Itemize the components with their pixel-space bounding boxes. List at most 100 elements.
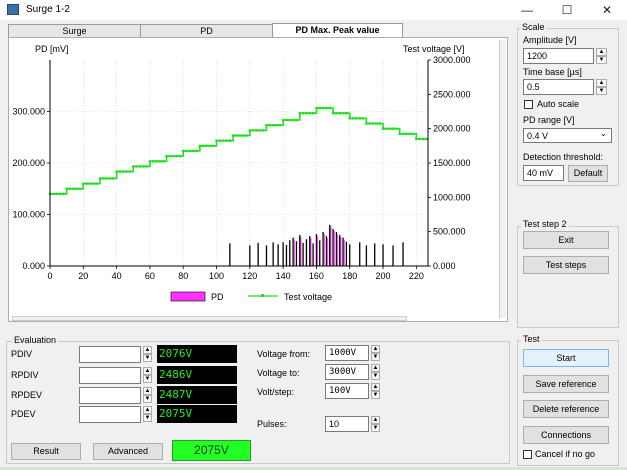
volt-step-up-icon[interactable]: ▲ <box>371 383 380 391</box>
test-voltage-point <box>198 144 202 148</box>
y-right-tick-label: 2500.000 <box>433 89 471 99</box>
pulses-input[interactable]: 10 <box>325 416 369 432</box>
autoscale-checkbox[interactable] <box>524 100 533 109</box>
pulses-down-icon[interactable]: ▼ <box>371 424 380 432</box>
rpdiv-up-icon[interactable]: ▲ <box>143 367 152 375</box>
pdev-up-icon[interactable]: ▲ <box>143 406 152 414</box>
voltage-to-down-icon[interactable]: ▼ <box>371 372 380 380</box>
pd-range-value: 0.4 V <box>527 131 549 141</box>
x-tick-label: 220 <box>409 271 424 281</box>
test-voltage-point <box>415 137 418 141</box>
voltage-from-down-icon[interactable]: ▼ <box>371 353 380 361</box>
timebase-input[interactable]: 0.5 <box>523 79 594 95</box>
amplitude-input[interactable]: 1200 <box>523 48 594 64</box>
test-voltage-point <box>168 154 172 158</box>
test-voltage-point <box>205 144 208 148</box>
save-reference-button[interactable]: Save reference <box>523 375 609 393</box>
test-steps-button[interactable]: Test steps <box>523 256 609 274</box>
rpdev-up-icon[interactable]: ▲ <box>143 387 152 395</box>
voltage-from-up-icon[interactable]: ▲ <box>371 345 380 353</box>
test-voltage-point <box>208 144 212 148</box>
test-voltage-point <box>172 154 175 158</box>
tab-pd[interactable]: PD <box>140 24 273 37</box>
test-voltage-point <box>381 127 385 130</box>
test-voltage-point <box>82 182 85 185</box>
tab-pd-max-peak[interactable]: PD Max. Peak value <box>272 23 403 38</box>
default-button[interactable]: Default <box>568 165 608 182</box>
chart-h-scrollbar[interactable] <box>12 316 407 321</box>
volt-step-input[interactable]: 100V <box>325 383 369 399</box>
x-tick-label: 180 <box>342 271 357 281</box>
pdiv-up-icon[interactable]: ▲ <box>143 346 152 354</box>
test-voltage-point <box>411 132 415 136</box>
result-button[interactable]: Result <box>11 443 81 460</box>
test-voltage-point <box>218 139 222 142</box>
test-voltage-point <box>138 165 142 168</box>
chart-v-scrollbar[interactable] <box>499 40 506 318</box>
test-voltage-point <box>155 160 158 163</box>
test-voltage-point <box>298 112 301 115</box>
minimize-icon[interactable]: — <box>521 3 533 17</box>
voltage-to-input[interactable]: 3000V <box>325 364 369 380</box>
maximize-icon[interactable]: ☐ <box>561 3 573 17</box>
voltage-to-up-icon[interactable]: ▲ <box>371 364 380 372</box>
pdiv-down-icon[interactable]: ▼ <box>143 354 152 362</box>
scale-title: Scale <box>520 22 547 32</box>
test-voltage-point <box>315 106 318 110</box>
result-display: 2075V <box>172 440 251 461</box>
test-voltage-point <box>241 134 245 137</box>
test-voltage-point <box>251 129 255 132</box>
test-voltage-point <box>358 117 361 120</box>
pdiv-label: PDIV <box>11 349 33 359</box>
legend-label-voltage: Test voltage <box>284 292 332 302</box>
test-voltage-point <box>268 124 272 127</box>
threshold-input[interactable]: 40 mV <box>523 165 564 181</box>
test-voltage-point <box>231 134 235 137</box>
volt-step-down-icon[interactable]: ▼ <box>371 391 380 399</box>
timebase-up-icon[interactable]: ▲ <box>596 79 607 87</box>
voltage-to-label: Voltage to: <box>257 368 300 378</box>
y-right-tick-label: 1500.000 <box>433 158 471 168</box>
amplitude-down-icon[interactable]: ▼ <box>596 56 607 64</box>
rpdev-input[interactable] <box>79 387 141 404</box>
evaluation-group <box>6 341 510 464</box>
test-voltage-point <box>221 139 225 142</box>
rpdev-down-icon[interactable]: ▼ <box>143 395 152 403</box>
y-right-tick-label: 0.000 <box>433 261 456 271</box>
advanced-button[interactable]: Advanced <box>93 443 163 460</box>
connections-button[interactable]: Connections <box>523 426 609 444</box>
pdev-input[interactable] <box>79 406 141 423</box>
exit-button[interactable]: Exit <box>523 231 609 249</box>
test-voltage-point <box>108 177 112 180</box>
pulses-up-icon[interactable]: ▲ <box>371 416 380 424</box>
test-voltage-point <box>245 134 248 137</box>
close-icon[interactable]: ✕ <box>601 3 613 17</box>
rpdiv-input[interactable] <box>79 367 141 384</box>
test-voltage-point <box>278 124 281 127</box>
test-voltage-point <box>421 137 425 141</box>
legend-marker-voltage <box>261 294 264 297</box>
pdev-down-icon[interactable]: ▼ <box>143 414 152 422</box>
test-voltage-point <box>318 106 321 110</box>
rpdiv-down-icon[interactable]: ▼ <box>143 375 152 383</box>
test-voltage-point <box>122 170 125 173</box>
test-voltage-point <box>88 182 92 185</box>
amplitude-up-icon[interactable]: ▲ <box>596 48 607 56</box>
voltage-from-input[interactable]: 1000V <box>325 345 369 361</box>
timebase-down-icon[interactable]: ▼ <box>596 87 607 95</box>
delete-reference-button[interactable]: Delete reference <box>523 400 609 418</box>
pdiv-input[interactable] <box>79 346 141 363</box>
chevron-down-icon[interactable]: ⌄ <box>600 129 607 138</box>
pd-range-select[interactable]: 0.4 V <box>523 128 612 143</box>
start-button[interactable]: Start <box>523 349 609 367</box>
window-title: Surge 1-2 <box>26 4 70 15</box>
cancel-if-no-go-checkbox[interactable] <box>523 450 532 459</box>
test-voltage-point <box>275 124 278 127</box>
pd-chart: 0 20 40 60 80 100 120 140 160 180 200 220 0.000 100.0… <box>12 44 471 302</box>
cancel-if-no-go-label: Cancel if no go <box>535 449 596 459</box>
timebase-label: Time base [µs] <box>523 67 582 77</box>
x-tick-label: 0 <box>47 271 52 281</box>
tab-surge[interactable]: Surge <box>8 24 141 37</box>
test-voltage-point <box>271 124 275 127</box>
evaluation-title: Evaluation <box>12 335 59 345</box>
